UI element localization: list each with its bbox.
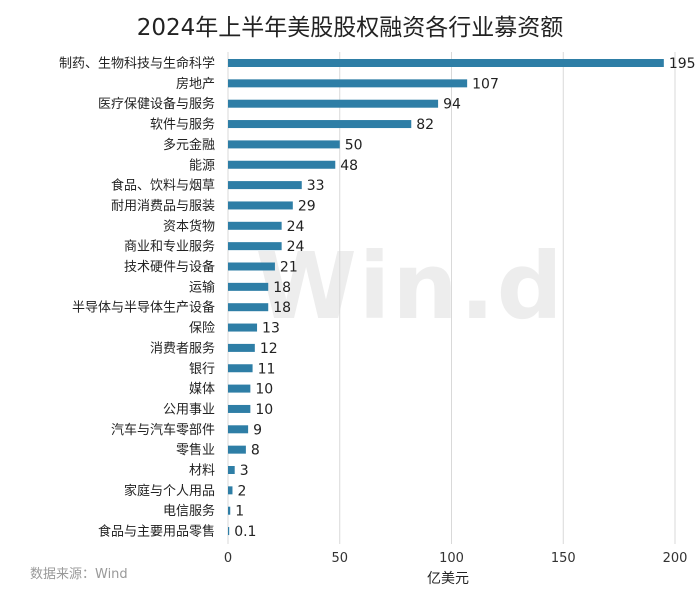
category-label: 电信服务 — [163, 503, 215, 519]
bar — [228, 221, 282, 230]
bar — [228, 242, 282, 251]
chart-title: 2024年上半年美股股权融资各行业募资额 — [136, 15, 564, 41]
x-tick-label: 50 — [331, 551, 348, 566]
bar — [228, 120, 412, 129]
category-label: 商业和专业服务 — [124, 239, 215, 255]
category-label: 食品、饮料与烟草 — [111, 178, 215, 194]
gridlines — [227, 52, 676, 544]
category-label: 消费者服务 — [150, 340, 215, 356]
value-label: 50 — [345, 137, 363, 153]
bar — [228, 323, 258, 332]
value-label: 24 — [287, 239, 305, 255]
x-tick-label: 150 — [551, 551, 576, 566]
category-label: 汽车与汽车零部件 — [111, 422, 215, 438]
bar — [228, 466, 235, 474]
value-label: 3 — [240, 463, 249, 479]
x-tick-label: 200 — [663, 551, 688, 566]
value-label: 0.1 — [234, 524, 256, 540]
bar — [228, 303, 269, 312]
category-label: 软件与服务 — [150, 117, 215, 133]
value-label: 24 — [287, 219, 305, 235]
bar — [228, 445, 246, 454]
bar — [228, 79, 468, 88]
category-label: 运输 — [189, 279, 215, 295]
value-label: 11 — [258, 361, 276, 377]
bar — [228, 384, 251, 393]
bar — [228, 282, 269, 291]
source-note: 数据来源：Wind — [30, 567, 128, 582]
value-label: 9 — [253, 422, 262, 438]
category-label: 媒体 — [189, 382, 215, 397]
x-axis-title: 亿美元 — [427, 571, 469, 587]
value-label: 13 — [262, 321, 280, 337]
value-label: 1 — [235, 504, 244, 520]
category-label: 银行 — [189, 362, 215, 377]
category-label: 保险 — [189, 321, 215, 336]
category-label: 食品与主要用品零售 — [98, 524, 215, 540]
value-label: 8 — [251, 443, 260, 459]
bar — [228, 364, 253, 373]
category-label: 公用事业 — [163, 402, 215, 417]
category-label: 制药、生物科技与生命科学 — [59, 56, 215, 72]
value-label: 18 — [273, 280, 291, 296]
bar — [228, 262, 275, 271]
bar — [228, 181, 302, 190]
value-label: 82 — [416, 117, 434, 133]
category-label: 技术硬件与设备 — [124, 259, 215, 275]
bar — [228, 425, 249, 434]
category-label: 房地产 — [176, 76, 215, 92]
bar — [228, 343, 255, 352]
value-label: 48 — [340, 158, 358, 174]
category-label: 医疗保健设备与服务 — [98, 96, 215, 112]
value-label: 195 — [669, 56, 696, 72]
value-label: 18 — [273, 300, 291, 316]
bar — [228, 506, 231, 515]
x-tick-label: 0 — [224, 551, 232, 566]
value-label: 107 — [472, 76, 499, 92]
category-label: 零售业 — [176, 442, 215, 458]
bar — [228, 486, 233, 495]
category-label: 资本货物 — [163, 218, 215, 234]
category-label: 多元金融 — [163, 137, 215, 153]
bar — [228, 140, 340, 149]
bar — [228, 59, 664, 67]
value-label: 10 — [255, 402, 273, 418]
bar — [228, 99, 439, 108]
category-label: 耐用消费品与服装 — [111, 199, 215, 214]
value-label: 12 — [260, 341, 278, 357]
category-label: 材料 — [189, 464, 215, 479]
value-label: 29 — [298, 198, 316, 214]
value-label: 94 — [443, 97, 461, 113]
value-label: 21 — [280, 260, 298, 276]
bar — [228, 527, 230, 536]
bars-group — [228, 59, 664, 536]
value-label: 33 — [307, 178, 325, 194]
x-tick-label: 100 — [439, 551, 464, 566]
x-axis-ticks: 0 50 100 150 200 — [224, 551, 688, 566]
category-label: 能源 — [189, 158, 215, 173]
bar — [228, 201, 293, 210]
value-label: 10 — [255, 382, 273, 398]
bar — [228, 160, 336, 169]
watermark: Win.d — [255, 233, 564, 340]
bar — [228, 404, 251, 413]
value-label: 2 — [237, 483, 246, 499]
category-label: 半导体与半导体生产设备 — [72, 300, 215, 316]
category-labels: 制药、生物科技与生命科学房地产医疗保健设备与服务软件与服务多元金融能源食品、饮料… — [59, 56, 215, 540]
category-label: 家庭与个人用品 — [124, 483, 215, 499]
value-labels: 1951079482504833292424211818131211101098… — [234, 56, 695, 540]
